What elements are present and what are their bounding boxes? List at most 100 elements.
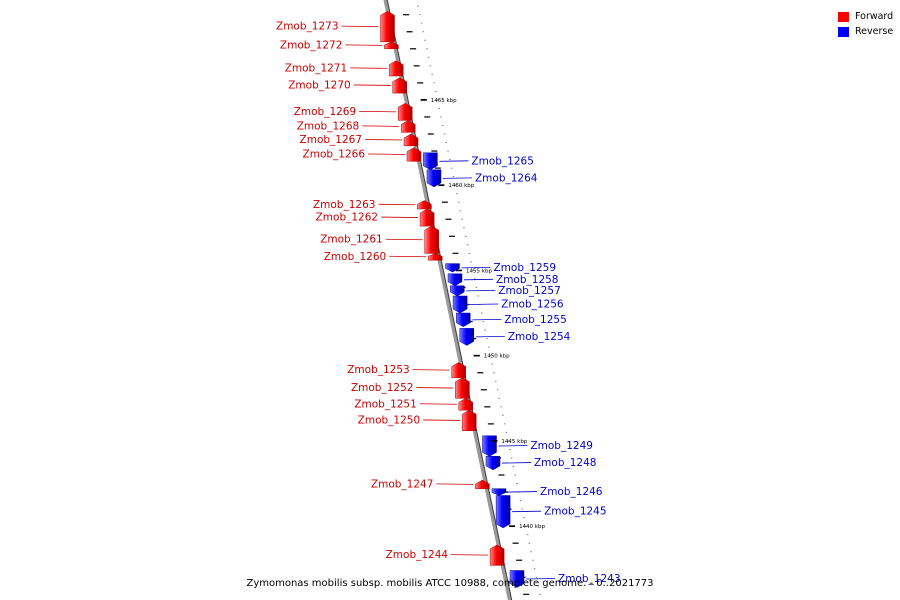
gene-label-zmob_1244[interactable]: Zmob_1244 (386, 549, 449, 561)
gene-label-zmob_1247[interactable]: Zmob_1247 (371, 478, 433, 490)
gene-arrow-zmob_1253[interactable] (451, 362, 466, 379)
gene-arrow-zmob_1273[interactable] (380, 11, 395, 43)
gene-arrow-zmob_1255[interactable] (456, 312, 471, 327)
gene-arrow-zmob_1249[interactable] (482, 435, 497, 457)
leader-line (439, 160, 469, 162)
leader-line (526, 578, 556, 580)
gene-label-zmob_1271[interactable]: Zmob_1271 (285, 62, 347, 74)
scale-labels-layer: 1465 kbp 1460 kbp 1455 kbp 1450 kbp 1445 kbp… (420, 98, 545, 530)
gene-arrow-zmob_1272[interactable] (384, 41, 399, 50)
gene-label-zmob_1246[interactable]: Zmob_1246 (540, 486, 603, 498)
leader-line (436, 483, 474, 485)
leader-line (507, 491, 538, 493)
leader-line (381, 216, 419, 218)
gene-arrow-zmob_1265[interactable] (423, 152, 438, 171)
gene-arrow-zmob_1250[interactable] (461, 409, 477, 431)
legend-item-forward: Forward (838, 9, 893, 24)
gene-label-zmob_1250[interactable]: Zmob_1250 (358, 414, 420, 426)
gene-arrow-zmob_1246[interactable] (491, 488, 507, 496)
genome-backbone (383, 0, 513, 600)
gene-arrow-zmob_1248[interactable] (485, 456, 501, 471)
gene-arrow-zmob_1254[interactable] (459, 328, 475, 346)
gene-label-zmob_1261[interactable]: Zmob_1261 (320, 234, 382, 246)
gene-arrow-zmob_1267[interactable] (403, 133, 419, 147)
gene-arrow-zmob_1268[interactable] (400, 120, 416, 133)
leader-line (466, 289, 496, 292)
leader-line (353, 84, 391, 86)
gene-arrow-zmob_1244[interactable] (489, 544, 505, 566)
leader-line (472, 318, 502, 321)
forward-color-swatch (838, 11, 849, 22)
gene-arrow-zmob_1266[interactable] (406, 147, 422, 162)
leader-line (469, 303, 499, 305)
gene-label-zmob_1273[interactable]: Zmob_1273 (276, 21, 338, 33)
genes-layer: Zmob_1273 Zmob_1272 Zmob_1271 Zmob_1270 Zmob… (276, 11, 621, 588)
gene-label-zmob_1252[interactable]: Zmob_1252 (351, 382, 413, 394)
leader-line (442, 177, 472, 179)
leader-line (461, 266, 491, 269)
scale-label: 1450 kbp (484, 354, 510, 360)
gene-arrow-zmob_1245[interactable] (495, 495, 511, 529)
gene-label-zmob_1254[interactable]: Zmob_1254 (508, 331, 571, 343)
gene-label-zmob_1245[interactable]: Zmob_1245 (544, 506, 606, 518)
gene-label-zmob_1259[interactable]: Zmob_1259 (494, 262, 556, 274)
gene-label-zmob_1265[interactable]: Zmob_1265 (471, 155, 533, 167)
leader-line (416, 387, 454, 389)
gene-arrow-zmob_1263[interactable] (417, 200, 432, 210)
gene-label-zmob_1256[interactable]: Zmob_1256 (501, 299, 564, 311)
gene-label-zmob_1268[interactable]: Zmob_1268 (297, 120, 359, 132)
leader-line (378, 203, 416, 206)
reverse-color-swatch (838, 26, 849, 37)
gene-label-zmob_1258[interactable]: Zmob_1258 (496, 274, 558, 286)
gene-label-zmob_1270[interactable]: Zmob_1270 (288, 79, 350, 91)
gene-arrow-zmob_1259[interactable] (445, 263, 460, 273)
leader-line (412, 369, 450, 371)
gene-label-zmob_1264[interactable]: Zmob_1264 (475, 172, 538, 184)
gene-arrow-zmob_1270[interactable] (392, 77, 407, 94)
gene-label-zmob_1253[interactable]: Zmob_1253 (347, 364, 409, 376)
leader-line (389, 255, 427, 258)
leader-line (350, 67, 388, 69)
gene-label-zmob_1260[interactable]: Zmob_1260 (324, 251, 386, 263)
gene-arrow-zmob_1262[interactable] (419, 208, 435, 227)
gene-arrow-zmob_1271[interactable] (388, 60, 404, 77)
gene-arrow-zmob_1247[interactable] (475, 479, 490, 489)
gene-label-zmob_1251[interactable]: Zmob_1251 (354, 398, 416, 410)
scale-label: 1440 kbp (519, 524, 545, 530)
gene-arrow-zmob_1243[interactable] (509, 570, 525, 588)
leader-line (463, 278, 494, 281)
scale-label: 1465 kbp (431, 98, 457, 104)
leader-line (512, 510, 542, 513)
gene-arrow-zmob_1261[interactable] (424, 225, 439, 254)
scale-label: 1445 kbp (501, 439, 527, 445)
gene-label-zmob_1243[interactable]: Zmob_1243 (558, 573, 620, 585)
gene-label-zmob_1248[interactable]: Zmob_1248 (534, 457, 596, 469)
legend: Forward Reverse (838, 9, 893, 39)
gene-label-zmob_1267[interactable]: Zmob_1267 (300, 134, 362, 146)
gene-arrow-zmob_1260[interactable] (427, 253, 443, 261)
scale-label: 1455 kbp (466, 268, 492, 274)
gene-label-zmob_1255[interactable]: Zmob_1255 (504, 314, 566, 326)
gene-arrow-zmob_1264[interactable] (426, 169, 442, 188)
genome-caption: Zymomonas mobilis subsp. mobilis ATCC 10… (246, 578, 654, 589)
gene-label-zmob_1266[interactable]: Zmob_1266 (303, 148, 366, 160)
gene-arrow-zmob_1258[interactable] (447, 273, 463, 287)
leader-line (368, 153, 406, 155)
gene-arrow-zmob_1251[interactable] (458, 398, 474, 411)
gene-arrow-zmob_1256[interactable] (452, 295, 468, 314)
gene-arrow-zmob_1257[interactable] (450, 285, 465, 297)
gene-label-zmob_1249[interactable]: Zmob_1249 (530, 440, 592, 452)
gene-label-zmob_1263[interactable]: Zmob_1263 (313, 199, 375, 211)
legend-label-reverse: Reverse (855, 26, 894, 37)
gene-label-zmob_1257[interactable]: Zmob_1257 (498, 285, 560, 297)
gene-arrow-zmob_1252[interactable] (455, 377, 470, 399)
gene-arrow-zmob_1269[interactable] (397, 103, 413, 121)
gene-label-zmob_1262[interactable]: Zmob_1262 (316, 212, 378, 224)
leader-line (423, 419, 461, 421)
leader-line (419, 403, 457, 405)
leader-line (501, 462, 532, 464)
legend-label-forward: Forward (855, 11, 894, 22)
gene-label-zmob_1269[interactable]: Zmob_1269 (294, 106, 356, 118)
leader-line (359, 110, 397, 113)
gene-label-zmob_1272[interactable]: Zmob_1272 (280, 39, 342, 51)
